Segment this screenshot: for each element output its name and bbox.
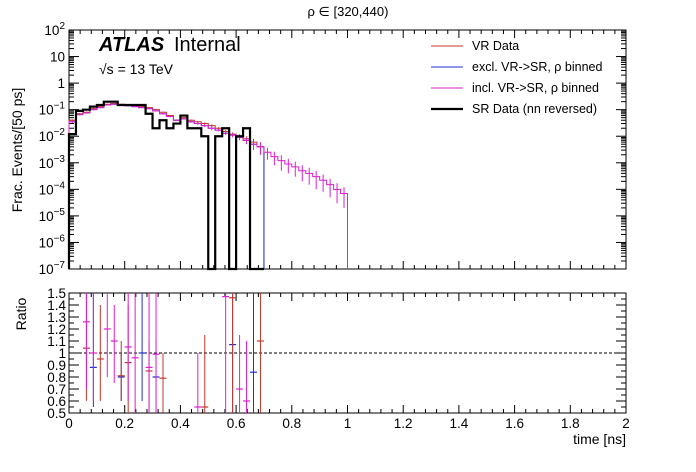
legend-entry-label: incl. VR->SR, ρ binned [472, 81, 599, 95]
main-y-tick-label: 102 [44, 21, 65, 38]
ratio-plot-frame [68, 292, 627, 414]
ratio-y-tick-label: 1 [58, 346, 66, 361]
x-tick-label: 1.2 [394, 416, 413, 431]
ratio-y-tick-label: 1.5 [47, 286, 66, 301]
main-y-tick-label-exponent: −4 [54, 180, 66, 191]
main-y-tick-label-exponent: −5 [54, 207, 66, 218]
ratio-y-axis-label: Ratio [13, 297, 29, 330]
x-tick-label: 0.6 [227, 416, 246, 431]
series-3 [68, 103, 348, 269]
main-y-axis-label: Frac. Events/[50 ps] [9, 88, 25, 213]
x-tick-label: 1.6 [505, 416, 524, 431]
main-y-tick-label: 10−4 [39, 180, 66, 197]
main-y-tick-label-exponent: −7 [54, 260, 66, 271]
main-y-tick-label-base: 10 [39, 156, 54, 171]
legend-entry-label: VR Data [472, 39, 519, 53]
ratio-y-tick-label: 0.6 [47, 394, 66, 409]
atlas-label: ATLAS [98, 34, 165, 56]
main-y-tick-label-base: 10 [39, 103, 54, 118]
main-y-tick-label-base: 10 [44, 23, 59, 38]
ratio-series-3 [82, 293, 251, 413]
legend-entry-label: SR Data (nn reversed) [472, 102, 597, 116]
ratio-y-tick-label: 1.4 [47, 298, 66, 313]
x-tick-label: 0.8 [282, 416, 301, 431]
main-series [67, 100, 348, 271]
main-y-tick-label: 10−3 [39, 154, 66, 171]
series-4 [67, 100, 264, 271]
x-tick-label: 2 [622, 416, 630, 431]
ratio-x-ticks: 0 0.2 0.4 0.6 0.8 1 1.2 1.4 1.6 1.8 2 [65, 293, 630, 431]
main-y-tick-label: 10−7 [39, 260, 66, 277]
main-y-tick-label-base: 10 [39, 129, 54, 144]
energy-label: √s = 13 TeV [99, 61, 174, 77]
main-y-tick-label-base: 10 [39, 209, 54, 224]
legend: VR Data excl. VR->SR, ρ binned incl. VR->S… [431, 39, 602, 116]
ratio-y-tick-label: 1.1 [47, 334, 66, 349]
x-tick-label: 0.2 [115, 416, 134, 431]
x-tick-label: 0 [65, 416, 73, 431]
ratio-y-tick-label: 0.7 [47, 382, 66, 397]
main-y-tick-label-base: 10 [39, 235, 54, 250]
main-y-tick-label: 10−5 [39, 207, 66, 224]
ratio-series [82, 293, 264, 413]
x-tick-label: 1.4 [450, 416, 469, 431]
ratio-y-ticks: 0.50.60.70.80.911.11.21.31.41.5 [47, 286, 626, 421]
x-tick-label: 1.8 [561, 416, 580, 431]
ratio-y-tick-label: 0.9 [47, 358, 66, 373]
x-axis-label: time [ns] [573, 431, 626, 447]
ratio-y-tick-label: 0.8 [47, 370, 66, 385]
main-y-tick-label: 10 [50, 50, 65, 65]
main-y-tick-label: 10−1 [39, 101, 66, 118]
figure-title: ρ ∈ [320,440) [308, 4, 389, 19]
legend-entry-label: excl. VR->SR, ρ binned [472, 60, 602, 74]
atlas-sublabel: Internal [174, 34, 241, 56]
x-tick-label: 1 [344, 416, 352, 431]
main-y-tick-label: 10−2 [39, 127, 66, 144]
main-y-tick-label-exponent: −1 [54, 101, 66, 112]
ratio-y-tick-label: 0.5 [47, 406, 66, 421]
ratio-y-tick-label: 1.2 [47, 322, 66, 337]
main-y-tick-label-exponent: −3 [54, 154, 66, 165]
ratio-panel: 0 0.2 0.4 0.6 0.8 1 1.2 1.4 1.6 1.8 2 0.50.60.70.8… [13, 286, 630, 447]
main-y-tick-label-base: 10 [39, 262, 54, 277]
main-y-tick-label-base: 10 [39, 182, 54, 197]
series-4-histogram [67, 100, 264, 271]
main-y-tick-label-exponent: −6 [54, 233, 66, 244]
main-y-tick-label-exponent: −2 [54, 127, 66, 138]
main-y-tick-label-exponent: 2 [59, 21, 65, 32]
main-y-tick-label: 1 [57, 76, 65, 91]
ratio-y-tick-label: 1.3 [47, 310, 66, 325]
main-y-tick-label: 10−6 [39, 233, 66, 250]
x-tick-label: 0.4 [171, 416, 190, 431]
